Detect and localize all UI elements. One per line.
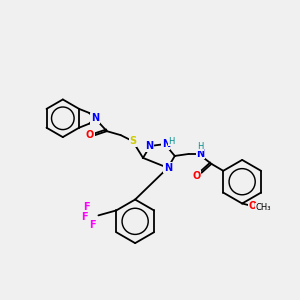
Text: H: H: [169, 136, 175, 146]
Text: CH₃: CH₃: [255, 203, 271, 212]
Text: S: S: [129, 136, 136, 146]
Text: N: N: [162, 139, 170, 149]
Text: H: H: [197, 142, 204, 151]
Text: N: N: [145, 141, 153, 151]
Text: O: O: [86, 130, 94, 140]
Text: F: F: [89, 220, 96, 230]
Text: N: N: [196, 149, 205, 159]
Text: O: O: [249, 202, 257, 212]
Text: F: F: [83, 202, 90, 212]
Text: F: F: [81, 212, 88, 222]
Text: N: N: [91, 113, 99, 123]
Text: O: O: [192, 171, 201, 181]
Text: N: N: [164, 163, 172, 173]
